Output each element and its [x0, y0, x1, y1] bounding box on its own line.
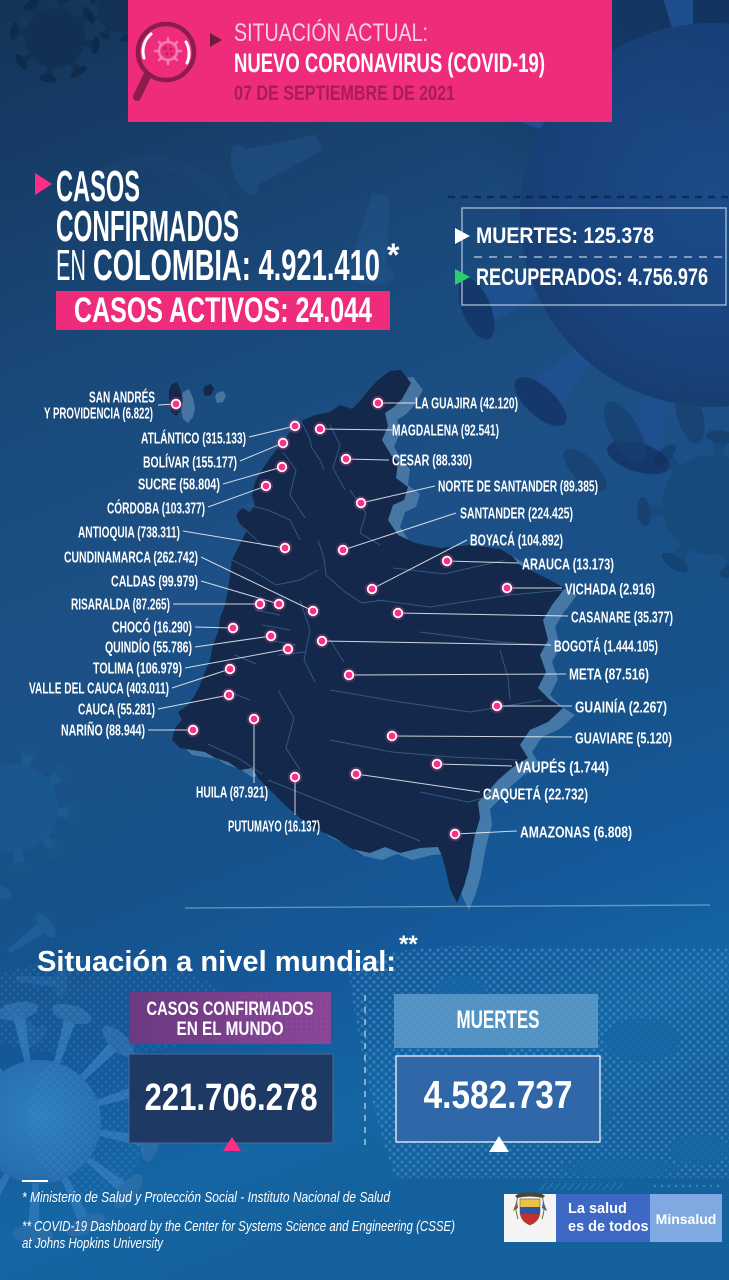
svg-text:BOLÍVAR (155.177): BOLÍVAR (155.177) — [143, 453, 237, 472]
svg-text:COLOMBIA: 4.921.410: COLOMBIA: 4.921.410 — [93, 241, 380, 290]
svg-text:MUERTES: MUERTES — [457, 1006, 540, 1034]
svg-text:LA GUAJIRA (42.120): LA GUAJIRA (42.120) — [415, 396, 518, 413]
svg-text:MAGDALENA (92.541): MAGDALENA (92.541) — [392, 423, 499, 440]
svg-text:NARIÑO (88.944): NARIÑO (88.944) — [61, 720, 145, 740]
svg-text:ARAUCA (13.173): ARAUCA (13.173) — [522, 557, 614, 574]
svg-text:* Ministerio de Salud y Protec: * Ministerio de Salud y Protección Socia… — [22, 1190, 391, 1206]
svg-text:SAN ANDRÉS: SAN ANDRÉS — [89, 388, 155, 407]
svg-text:CÓRDOBA (103.377): CÓRDOBA (103.377) — [107, 499, 205, 518]
svg-text:** COVID-19 Dashboard by the C: ** COVID-19 Dashboard by the Center for … — [22, 1219, 455, 1235]
svg-text:AMAZONAS (6.808): AMAZONAS (6.808) — [520, 825, 632, 842]
svg-text:**: ** — [399, 931, 418, 958]
svg-text:ANTIOQUIA (738.311): ANTIOQUIA (738.311) — [78, 525, 180, 542]
svg-text:GUAVIARE (5.120): GUAVIARE (5.120) — [575, 731, 672, 748]
svg-text:EN: EN — [56, 241, 86, 290]
svg-text:NORTE DE SANTANDER (89.385): NORTE DE SANTANDER (89.385) — [438, 479, 598, 496]
svg-text:BOGOTÁ (1.444.105): BOGOTÁ (1.444.105) — [554, 637, 658, 656]
svg-text:QUINDÍO (55.786): QUINDÍO (55.786) — [105, 638, 192, 657]
svg-text:EN EL MUNDO: EN EL MUNDO — [177, 1018, 284, 1040]
svg-text:4.582.737: 4.582.737 — [424, 1074, 573, 1117]
svg-text:*: * — [387, 237, 400, 273]
svg-text:RECUPERADOS: 4.756.976: RECUPERADOS: 4.756.976 — [476, 264, 708, 291]
svg-text:ATLÁNTICO (315.133): ATLÁNTICO (315.133) — [141, 429, 246, 448]
svg-text:es de todos: es de todos — [568, 1219, 649, 1235]
svg-text:CASOS: CASOS — [56, 162, 140, 211]
svg-text:07 DE SEPTIEMBRE DE 2021: 07 DE SEPTIEMBRE DE 2021 — [234, 82, 455, 105]
svg-text:VALLE DEL CAUCA (403.011): VALLE DEL CAUCA (403.011) — [29, 681, 169, 698]
svg-text:BOYACÁ (104.892): BOYACÁ (104.892) — [470, 531, 563, 550]
svg-text:CUNDINAMARCA (262.742): CUNDINAMARCA (262.742) — [64, 550, 198, 567]
svg-text:Situación a nivel mundial:: Situación a nivel mundial: — [37, 946, 396, 978]
svg-text:221.706.278: 221.706.278 — [145, 1077, 318, 1119]
svg-text:CAQUETÁ (22.732): CAQUETÁ (22.732) — [483, 785, 588, 804]
svg-text:CASANARE (35.377): CASANARE (35.377) — [571, 610, 673, 627]
svg-text:META (87.516): META (87.516) — [569, 667, 649, 684]
svg-text:at Johns Hopkins University: at Johns Hopkins University — [22, 1236, 164, 1252]
svg-text:CAUCA (55.281): CAUCA (55.281) — [78, 702, 155, 719]
svg-text:SUCRE (58.804): SUCRE (58.804) — [138, 477, 220, 494]
svg-text:VICHADA (2.916): VICHADA (2.916) — [565, 582, 655, 599]
svg-text:TOLIMA (106.979): TOLIMA (106.979) — [93, 661, 182, 678]
svg-text:PUTUMAYO (16.137): PUTUMAYO (16.137) — [228, 819, 320, 836]
svg-text:CASOS ACTIVOS: 24.044: CASOS ACTIVOS: 24.044 — [74, 291, 372, 330]
svg-text:La salud: La salud — [568, 1201, 627, 1217]
svg-text:GUAINÍA (2.267): GUAINÍA (2.267) — [575, 698, 667, 717]
svg-text:NUEVO CORONAVIRUS (COVID-19): NUEVO CORONAVIRUS (COVID-19) — [234, 48, 545, 78]
svg-text:MUERTES: 125.378: MUERTES: 125.378 — [476, 223, 654, 248]
svg-text:Minsalud: Minsalud — [656, 1211, 717, 1227]
svg-text:HUILA (87.921): HUILA (87.921) — [196, 785, 268, 802]
svg-text:Y PROVIDENCIA (6.822): Y PROVIDENCIA (6.822) — [44, 406, 153, 423]
svg-text:SITUACIÓN ACTUAL:: SITUACIÓN ACTUAL: — [234, 18, 428, 47]
svg-text:CONFIRMADOS: CONFIRMADOS — [56, 202, 239, 251]
svg-text:CESAR (88.330): CESAR (88.330) — [392, 453, 472, 470]
svg-text:RISARALDA (87.265): RISARALDA (87.265) — [71, 597, 170, 614]
svg-text:CALDAS (99.979): CALDAS (99.979) — [111, 574, 198, 591]
svg-text:VAUPÉS (1.744): VAUPÉS (1.744) — [515, 758, 609, 777]
svg-text:CHOCÓ (16.290): CHOCÓ (16.290) — [112, 618, 192, 637]
svg-text:SANTANDER (224.425): SANTANDER (224.425) — [460, 506, 573, 523]
svg-text:CASOS CONFIRMADOS: CASOS CONFIRMADOS — [147, 998, 314, 1020]
